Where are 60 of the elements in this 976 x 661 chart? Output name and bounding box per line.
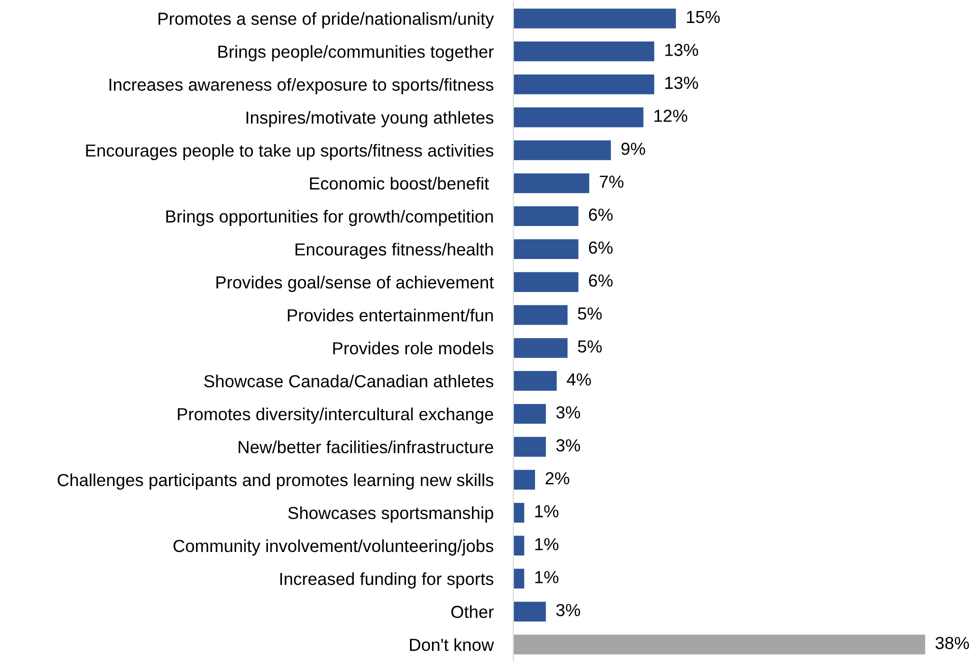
y-tick-label: Brings people/communities together xyxy=(218,45,494,62)
bar xyxy=(513,470,536,490)
data-label: 15% xyxy=(686,10,720,24)
y-tick-label: Showcases sportsmanship xyxy=(288,506,494,523)
data-label: 6% xyxy=(588,241,613,254)
y-tick-label: Provides entertainment/fun xyxy=(288,308,493,322)
bar xyxy=(513,634,926,654)
data-label: 3% xyxy=(556,604,580,616)
y-tick-label: Showcase Canada/Canadian athletes xyxy=(204,374,494,388)
y-tick-label: Economic boost/benefit xyxy=(310,176,489,190)
bar xyxy=(513,404,546,424)
bar xyxy=(513,305,568,325)
bar xyxy=(513,371,557,391)
data-label: 5% xyxy=(578,340,602,353)
bar xyxy=(513,536,524,556)
bar xyxy=(513,239,578,259)
bar xyxy=(513,140,611,160)
y-tick-label: New/better facilities/infrastructure xyxy=(238,440,494,454)
data-label: 2% xyxy=(546,472,570,484)
data-label: 3% xyxy=(556,406,580,419)
data-label: 1% xyxy=(535,538,558,550)
y-tick-label: Promotes diversity/intercultural exchange xyxy=(178,408,494,424)
y-tick-label: Challenges participants and promotes learning new skills xyxy=(58,473,494,490)
bar xyxy=(513,173,590,194)
bar xyxy=(513,602,546,622)
data-label: 9% xyxy=(621,142,646,155)
data-label: 7% xyxy=(600,176,624,188)
y-tick-label: Promotes a sense of pride/nationalism/unity xyxy=(158,12,494,28)
bar xyxy=(513,502,524,523)
y-tick-label: Community involvement/volunteering/jobs xyxy=(174,539,494,556)
bar xyxy=(513,206,578,226)
data-label: 6% xyxy=(588,274,613,287)
data-label: 38% xyxy=(936,636,969,650)
bar xyxy=(513,8,676,28)
data-label: 3% xyxy=(556,439,580,452)
y-tick-label: Don't know xyxy=(410,638,494,651)
data-label: 13% xyxy=(665,44,698,56)
y-tick-label: Provides goal/sense of achievement xyxy=(216,276,494,292)
y-tick-label: Provides role models xyxy=(333,342,494,354)
y-tick-label: Encourages people to take up sports/fitness activities xyxy=(86,144,494,160)
y-tick-label: Brings opportunities for growth/competition xyxy=(166,210,493,226)
y-tick-label: Increased funding for sports xyxy=(280,572,494,589)
bar xyxy=(513,436,546,457)
data-label: 12% xyxy=(654,110,688,122)
data-label: 4% xyxy=(566,373,591,386)
y-tick-label: Inspires/motivate young athletes xyxy=(246,111,494,128)
bar xyxy=(513,42,654,62)
data-label: 6% xyxy=(588,208,613,221)
bar xyxy=(513,272,578,292)
bar xyxy=(513,74,654,94)
y-tick-label: Other xyxy=(451,605,494,618)
bar xyxy=(513,107,644,128)
bar xyxy=(513,568,524,589)
data-label: 13% xyxy=(665,76,698,90)
y-tick-label: Increases awareness of/exposure to sports/fitness xyxy=(110,78,494,94)
data-label: 5% xyxy=(578,307,602,320)
data-label: 1% xyxy=(535,505,558,518)
bar xyxy=(513,338,568,358)
y-tick-label: Encourages fitness/health xyxy=(296,242,493,260)
data-label: 1% xyxy=(535,571,558,584)
